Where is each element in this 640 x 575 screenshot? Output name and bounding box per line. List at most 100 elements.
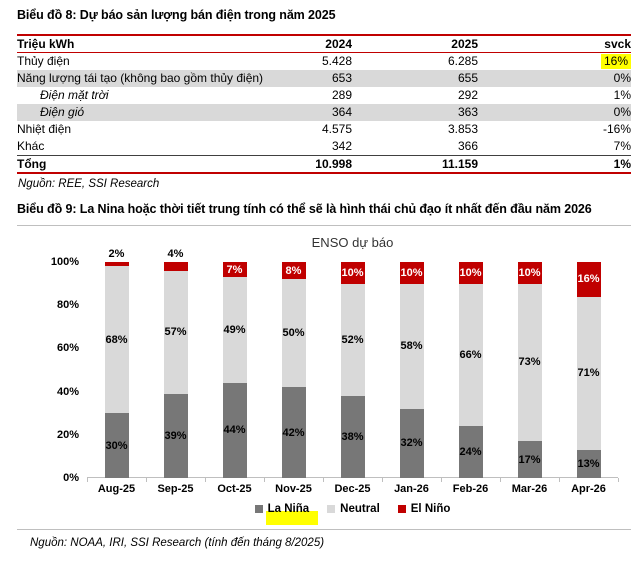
bar-segment-label: 24% — [459, 446, 482, 459]
legend-label: Neutral — [340, 503, 380, 515]
x-tick-label: Dec-25 — [334, 483, 371, 495]
chart-source-note: Nguồn: NOAA, IRI, SSI Research (tính đến… — [30, 537, 325, 549]
value-y2025: 366 — [457, 139, 478, 153]
bar-segment-la-niña: 17% — [517, 441, 542, 478]
bar-group-sep-25: 57% 39% 4% — [146, 248, 205, 478]
bar-segment-la-niña: 32% — [399, 408, 424, 478]
highlighted-value: 16% — [600, 54, 631, 69]
bar-segment-el-niño: 10% — [399, 262, 424, 284]
row-label: Thủy điện — [17, 54, 70, 68]
stacked-bar: 8% 50% 42% — [281, 262, 306, 478]
bar-segment-label: 10% — [341, 266, 364, 279]
chart-title: ENSO dự báo — [311, 235, 394, 250]
table-title: Biểu đồ 8: Dự báo sản lượng bán điện tro… — [17, 8, 336, 22]
bar-segment-label: 7% — [226, 263, 243, 276]
bar-segment-el-niño: 8% — [281, 262, 306, 280]
bar-segment-label: 49% — [223, 324, 246, 337]
value-svck: 1% — [613, 156, 631, 171]
y-axis-label: 60% — [56, 342, 79, 355]
bar-segment-label: 71% — [577, 367, 600, 380]
stacked-bar: 68% 30% — [104, 262, 129, 478]
x-axis-tick — [87, 478, 88, 482]
bar-segment-label: 58% — [400, 340, 423, 353]
y-axis-label: 20% — [56, 428, 79, 441]
chart-section-title: Biểu đồ 9: La Nina hoặc thời tiết trung … — [17, 202, 592, 216]
bar-segment-label: 57% — [164, 326, 187, 339]
bar-segment-la-niña: 39% — [163, 393, 188, 478]
bar-segment-label: 13% — [577, 457, 600, 470]
y-axis-label: 0% — [63, 472, 79, 484]
x-axis-tick — [382, 478, 383, 482]
bar-segment-label: 44% — [223, 424, 246, 437]
table-source-note: Nguồn: REE, SSI Research — [18, 178, 160, 190]
bar-segment-neutral: 66% — [458, 283, 483, 427]
row-label: Nhiệt điện — [17, 122, 72, 136]
table-row: Thủy điện 5.428 6.285 16% — [17, 53, 631, 70]
legend-label: La Niña — [267, 503, 310, 515]
stacked-bar: 10% 52% 38% — [340, 262, 365, 478]
value-svck: 1% — [613, 88, 631, 102]
bar-segment-label: 10% — [400, 266, 423, 279]
row-label: Điện mặt trời — [40, 88, 109, 102]
value-y2024: 289 — [331, 88, 352, 102]
row-label: Điện gió — [40, 105, 85, 119]
bar-segment-label: 38% — [341, 430, 364, 443]
bar-group-jan-26: 10% 58% 32% — [382, 262, 441, 478]
table-row: Điện gió 364 363 0% — [17, 104, 631, 121]
bar-segment-el-niño: 16% — [576, 262, 601, 297]
bar-segment-label: 52% — [341, 333, 364, 346]
x-axis-tick — [500, 478, 501, 482]
y-axis-label: 80% — [56, 299, 79, 312]
row-label: Năng lượng tái tạo (không bao gồm thủy đ… — [17, 71, 264, 85]
table-body: Thủy điện 5.428 6.285 16% Năng lượng tái tạo… — [17, 53, 631, 172]
stacked-bar: 57% 39% — [163, 262, 188, 478]
value-y2025: 11.159 — [441, 156, 478, 171]
row-label: Khác — [17, 139, 45, 153]
bar-segment-el-niño — [104, 262, 129, 267]
value-y2024: 653 — [331, 71, 352, 85]
chart-legend: La Niña Neutral El Niño — [87, 502, 618, 525]
bar-segment-el-niño: 7% — [222, 262, 247, 278]
bar-segment-label: 66% — [459, 348, 482, 361]
table-header-row: Triệu kWh 2024 2025 svck — [17, 36, 631, 53]
x-axis-tick — [441, 478, 442, 482]
column-header-svck: svck — [604, 36, 631, 51]
x-tick-label: Nov-25 — [275, 483, 312, 495]
bar-group-oct-25: 7% 49% 44% — [205, 262, 264, 478]
bar-segment-la-niña: 44% — [222, 382, 247, 478]
value-y2024: 364 — [331, 105, 352, 119]
bar-group-feb-26: 10% 66% 24% — [441, 262, 500, 478]
value-y2024: 10.998 — [315, 156, 352, 171]
bar-outside-label: 2% — [108, 248, 125, 260]
bar-segment-el-niño: 10% — [458, 262, 483, 284]
value-svck: 0% — [613, 71, 631, 85]
bar-segment-neutral: 71% — [576, 296, 601, 450]
bar-segment-label: 42% — [282, 426, 305, 439]
x-axis-tick — [618, 478, 619, 482]
bar-segment-label: 16% — [577, 273, 600, 286]
x-axis-labels: Aug-25 Sep-25 Oct-25 Nov-25 Dec-25 Jan-26 Feb-… — [87, 483, 618, 495]
value-svck: 16% — [478, 54, 631, 69]
legend-item-el-niño: El Niño — [397, 502, 451, 516]
value-y2025: 655 — [457, 71, 478, 85]
divider-line-bottom — [17, 529, 631, 530]
table-row: Năng lượng tái tạo (không bao gồm thủy đ… — [17, 70, 631, 87]
bar-group-dec-25: 10% 52% 38% — [323, 262, 382, 478]
bar-segment-la-niña: 38% — [340, 395, 365, 478]
bar-group-aug-25: 68% 30% 2% — [87, 248, 146, 478]
bar-group-nov-25: 8% 50% 42% — [264, 262, 323, 478]
legend-label: El Niño — [410, 503, 451, 515]
stacked-bar: 10% 66% 24% — [458, 262, 483, 478]
bar-segment-label: 68% — [105, 333, 128, 346]
bar-segment-neutral: 49% — [222, 277, 247, 383]
x-tick-label: Aug-25 — [97, 483, 136, 495]
value-y2024: 5.428 — [321, 54, 352, 68]
bar-segment-label: 50% — [282, 327, 305, 340]
value-y2024: 342 — [331, 139, 352, 153]
bar-segment-label: 8% — [285, 264, 302, 277]
value-svck: 0% — [613, 105, 631, 119]
legend-yellow-highlight — [265, 511, 318, 525]
bar-segment-neutral: 50% — [281, 279, 306, 388]
x-axis-tick — [264, 478, 265, 482]
forecast-table: Triệu kWh 2024 2025 svck Thủy điện 5.428 6… — [17, 34, 631, 174]
